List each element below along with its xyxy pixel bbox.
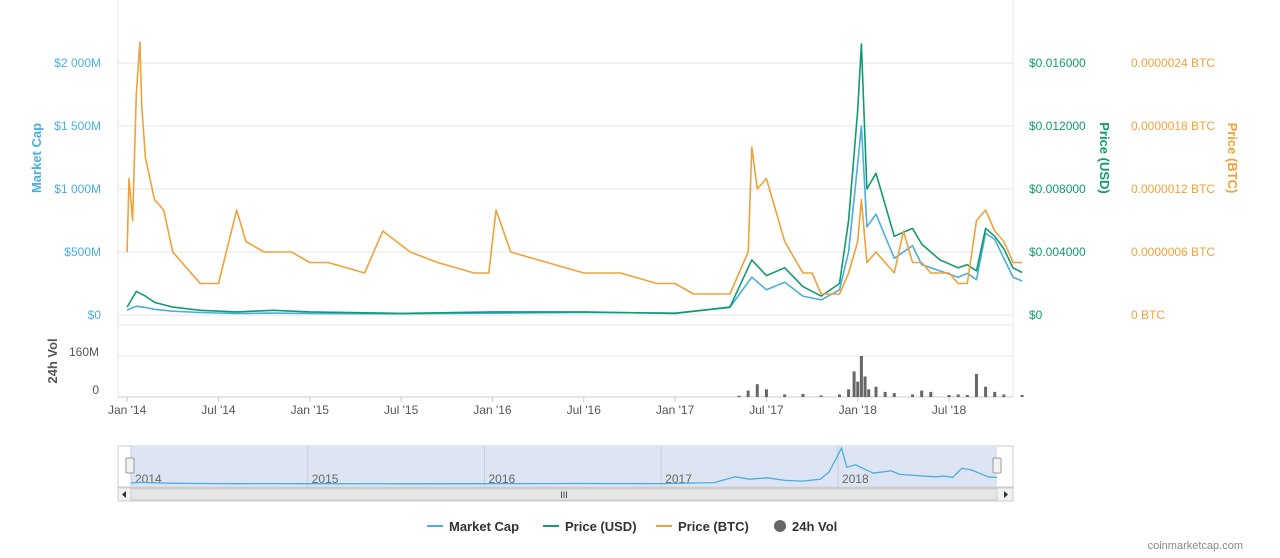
volume-bar: [847, 389, 851, 397]
main-series-layer: [126, 41, 1023, 315]
navigator-year-label: 2014: [135, 472, 162, 486]
series-line-price-usd: [126, 43, 1023, 315]
navigator-year-label: 2015: [312, 472, 339, 486]
scrollbar-thumb[interactable]: [130, 488, 998, 501]
tick-price-usd: $0.004000: [1029, 245, 1086, 259]
volume-bar: [856, 381, 860, 397]
scroll-left-arrow-icon[interactable]: [122, 491, 126, 498]
volume-bar: [737, 395, 741, 397]
volume-bar: [819, 395, 823, 397]
axis-title-price-btc: Price (BTC): [1225, 123, 1240, 194]
navigator-left-handle[interactable]: [125, 457, 135, 474]
x-tick-label: Jan '15: [291, 403, 330, 417]
legend: Market Cap Price (USD) Price (BTC) 24h Vol: [427, 519, 837, 534]
volume-bar: [1020, 394, 1024, 397]
navigator-year-label: 2016: [488, 472, 515, 486]
navigator-series-line: [130, 446, 998, 485]
volume-bar: [911, 394, 915, 397]
x-tick-label: Jan '16: [473, 403, 512, 417]
volume-bar: [929, 391, 933, 397]
tick-price-btc: 0 BTC: [1131, 308, 1165, 322]
tick-market-cap: $1 000M: [54, 182, 101, 196]
navigator-year-label: 2018: [842, 472, 869, 486]
navigator-mask: [131, 447, 997, 487]
volume-bar: [874, 386, 878, 397]
tick-market-cap: $2 000M: [54, 56, 101, 70]
legend-item[interactable]: 24h Vol: [774, 519, 837, 534]
scrollbar-grip: III: [560, 490, 568, 500]
tick-price-usd: $0.016000: [1029, 56, 1086, 70]
volume-bar: [801, 393, 805, 397]
series-line-market-cap: [126, 125, 1023, 315]
volume-bar: [984, 386, 988, 397]
x-tick-label: Jul '17: [749, 403, 784, 417]
volume-bar: [993, 391, 997, 397]
tick-price-btc: 0.0000018 BTC: [1131, 119, 1215, 133]
volume-bar: [837, 394, 841, 397]
axis-title-volume: 24h Vol: [45, 338, 60, 383]
x-tick-label: Jul '18: [932, 403, 967, 417]
tick-price-btc: 0.0000012 BTC: [1131, 182, 1215, 196]
volume-bar: [755, 384, 759, 397]
volume-bar: [852, 371, 856, 397]
volume-bar: [947, 394, 951, 397]
x-tick-label: Jan '18: [839, 403, 878, 417]
volume-bar: [764, 389, 768, 397]
legend-label: Price (USD): [565, 519, 637, 534]
legend-item[interactable]: Price (BTC): [656, 519, 749, 534]
series-line-price-btc: [126, 41, 1023, 295]
volume-bar: [965, 394, 969, 397]
tick-market-cap: $0: [88, 308, 102, 322]
tick-price-usd: $0: [1029, 308, 1043, 322]
volume-bar: [920, 390, 924, 397]
volume-layer: [737, 356, 1024, 397]
grid-layer: [117, 0, 1014, 398]
volume-bar: [783, 394, 787, 397]
axis-labels: $0 $500M $1 000M $1 500M $2 000M $0 $0.004000 $…: [54, 56, 1215, 417]
volume-bar: [883, 391, 887, 397]
x-tick-label: Jul '14: [201, 403, 236, 417]
volume-bar: [1002, 394, 1006, 397]
tick-price-btc: 0.0000006 BTC: [1131, 245, 1215, 259]
tick-volume: 0: [92, 383, 99, 397]
volume-bar: [863, 376, 867, 397]
volume-bar: [892, 393, 896, 397]
navigator-right-handle[interactable]: [992, 457, 1002, 474]
tick-price-usd: $0.008000: [1029, 182, 1086, 196]
tick-price-btc: 0.0000024 BTC: [1131, 56, 1215, 70]
x-tick-label: Jan '17: [656, 403, 695, 417]
volume-bar: [746, 390, 750, 397]
volume-bar: [859, 356, 863, 397]
x-tick-label: Jul '16: [567, 403, 602, 417]
volume-bar: [956, 394, 960, 397]
x-tick-label: Jul '15: [384, 403, 419, 417]
tick-volume: 160M: [69, 345, 99, 359]
legend-label: Market Cap: [449, 519, 519, 534]
axis-title-market-cap: Market Cap: [29, 123, 44, 193]
legend-label: Price (BTC): [678, 519, 749, 534]
tick-market-cap: $500M: [64, 245, 101, 259]
tick-market-cap: $1 500M: [54, 119, 101, 133]
tick-price-usd: $0.012000: [1029, 119, 1086, 133]
legend-marker-icon: [774, 520, 786, 532]
volume-bar: [867, 389, 871, 397]
legend-item[interactable]: Price (USD): [543, 519, 637, 534]
scroll-right-arrow-icon[interactable]: [1004, 491, 1008, 498]
x-tick-label: Jan '14: [108, 403, 147, 417]
credit-text: coinmarketcap.com: [1148, 540, 1243, 552]
axis-title-price-usd: Price (USD): [1097, 122, 1112, 194]
volume-bar: [974, 373, 978, 397]
legend-item[interactable]: Market Cap: [427, 519, 519, 534]
legend-label: 24h Vol: [792, 519, 837, 534]
